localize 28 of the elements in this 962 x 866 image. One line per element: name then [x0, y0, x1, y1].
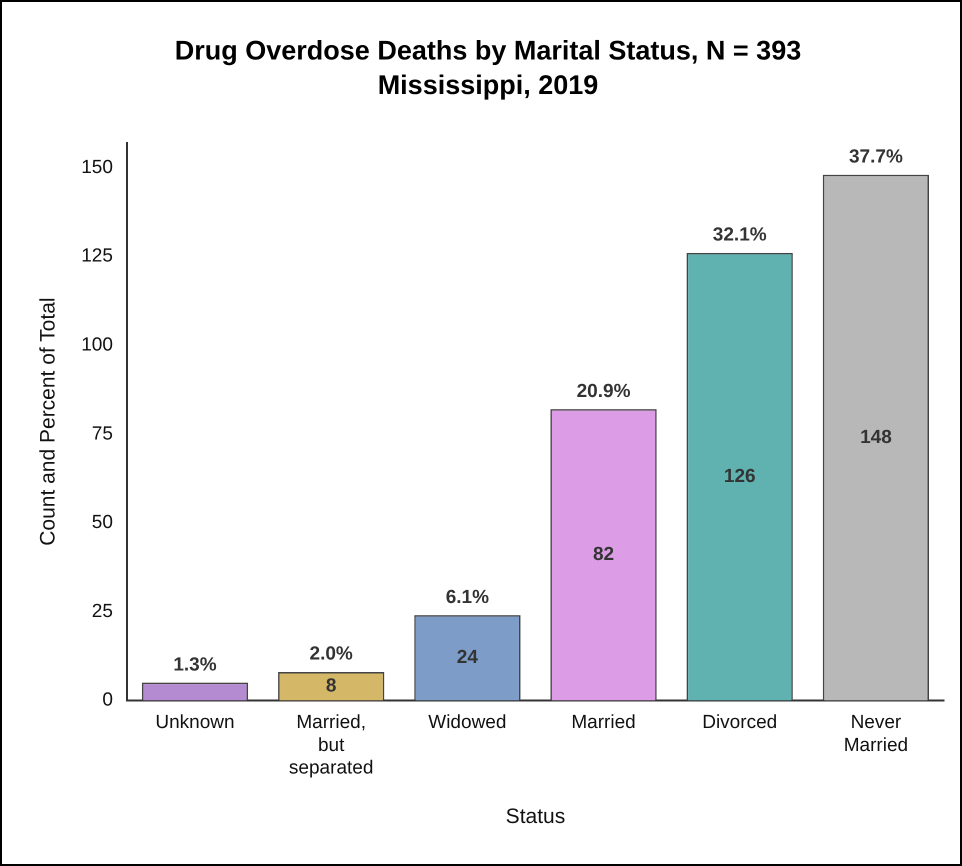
data-label: 148: [860, 426, 892, 448]
chart-title: Drug Overdose Deaths by Marital Status, N = 393: [174, 36, 802, 66]
y-tick-label: 100: [81, 334, 113, 356]
y-tick-label: 0: [102, 690, 113, 711]
data-label: 8: [326, 675, 336, 696]
annotation: 32.1%: [712, 224, 767, 246]
data-label: 24: [456, 647, 478, 668]
x-tick-label: Married: [571, 712, 636, 734]
y-axis-title: Count and Percent of Total: [36, 297, 60, 546]
x-tick-label: Divorced: [702, 712, 778, 734]
y-tick-label: 150: [81, 156, 113, 178]
annotation: 20.9%: [576, 380, 631, 402]
y-tick-label: 125: [81, 246, 113, 267]
annotation: 1.3%: [173, 654, 217, 676]
data-label: 82: [592, 544, 614, 566]
x-tick-label: Widowed: [428, 712, 506, 734]
annotation: 37.7%: [848, 146, 903, 168]
annotation: 6.1%: [446, 586, 490, 608]
annotation: 2.0%: [310, 644, 353, 665]
data-label: 126: [724, 466, 756, 487]
x-tick-label: Unknown: [155, 712, 235, 734]
x-tick-label: Married, but separated: [288, 712, 374, 779]
chart-subtitle: Mississippi, 2019: [378, 70, 598, 100]
y-tick-label: 25: [92, 600, 113, 622]
x-axis-title: Status: [506, 805, 566, 828]
y-tick-label: 50: [92, 512, 113, 534]
x-tick-label: Never Married: [844, 712, 908, 756]
y-tick-label: 75: [92, 423, 113, 444]
